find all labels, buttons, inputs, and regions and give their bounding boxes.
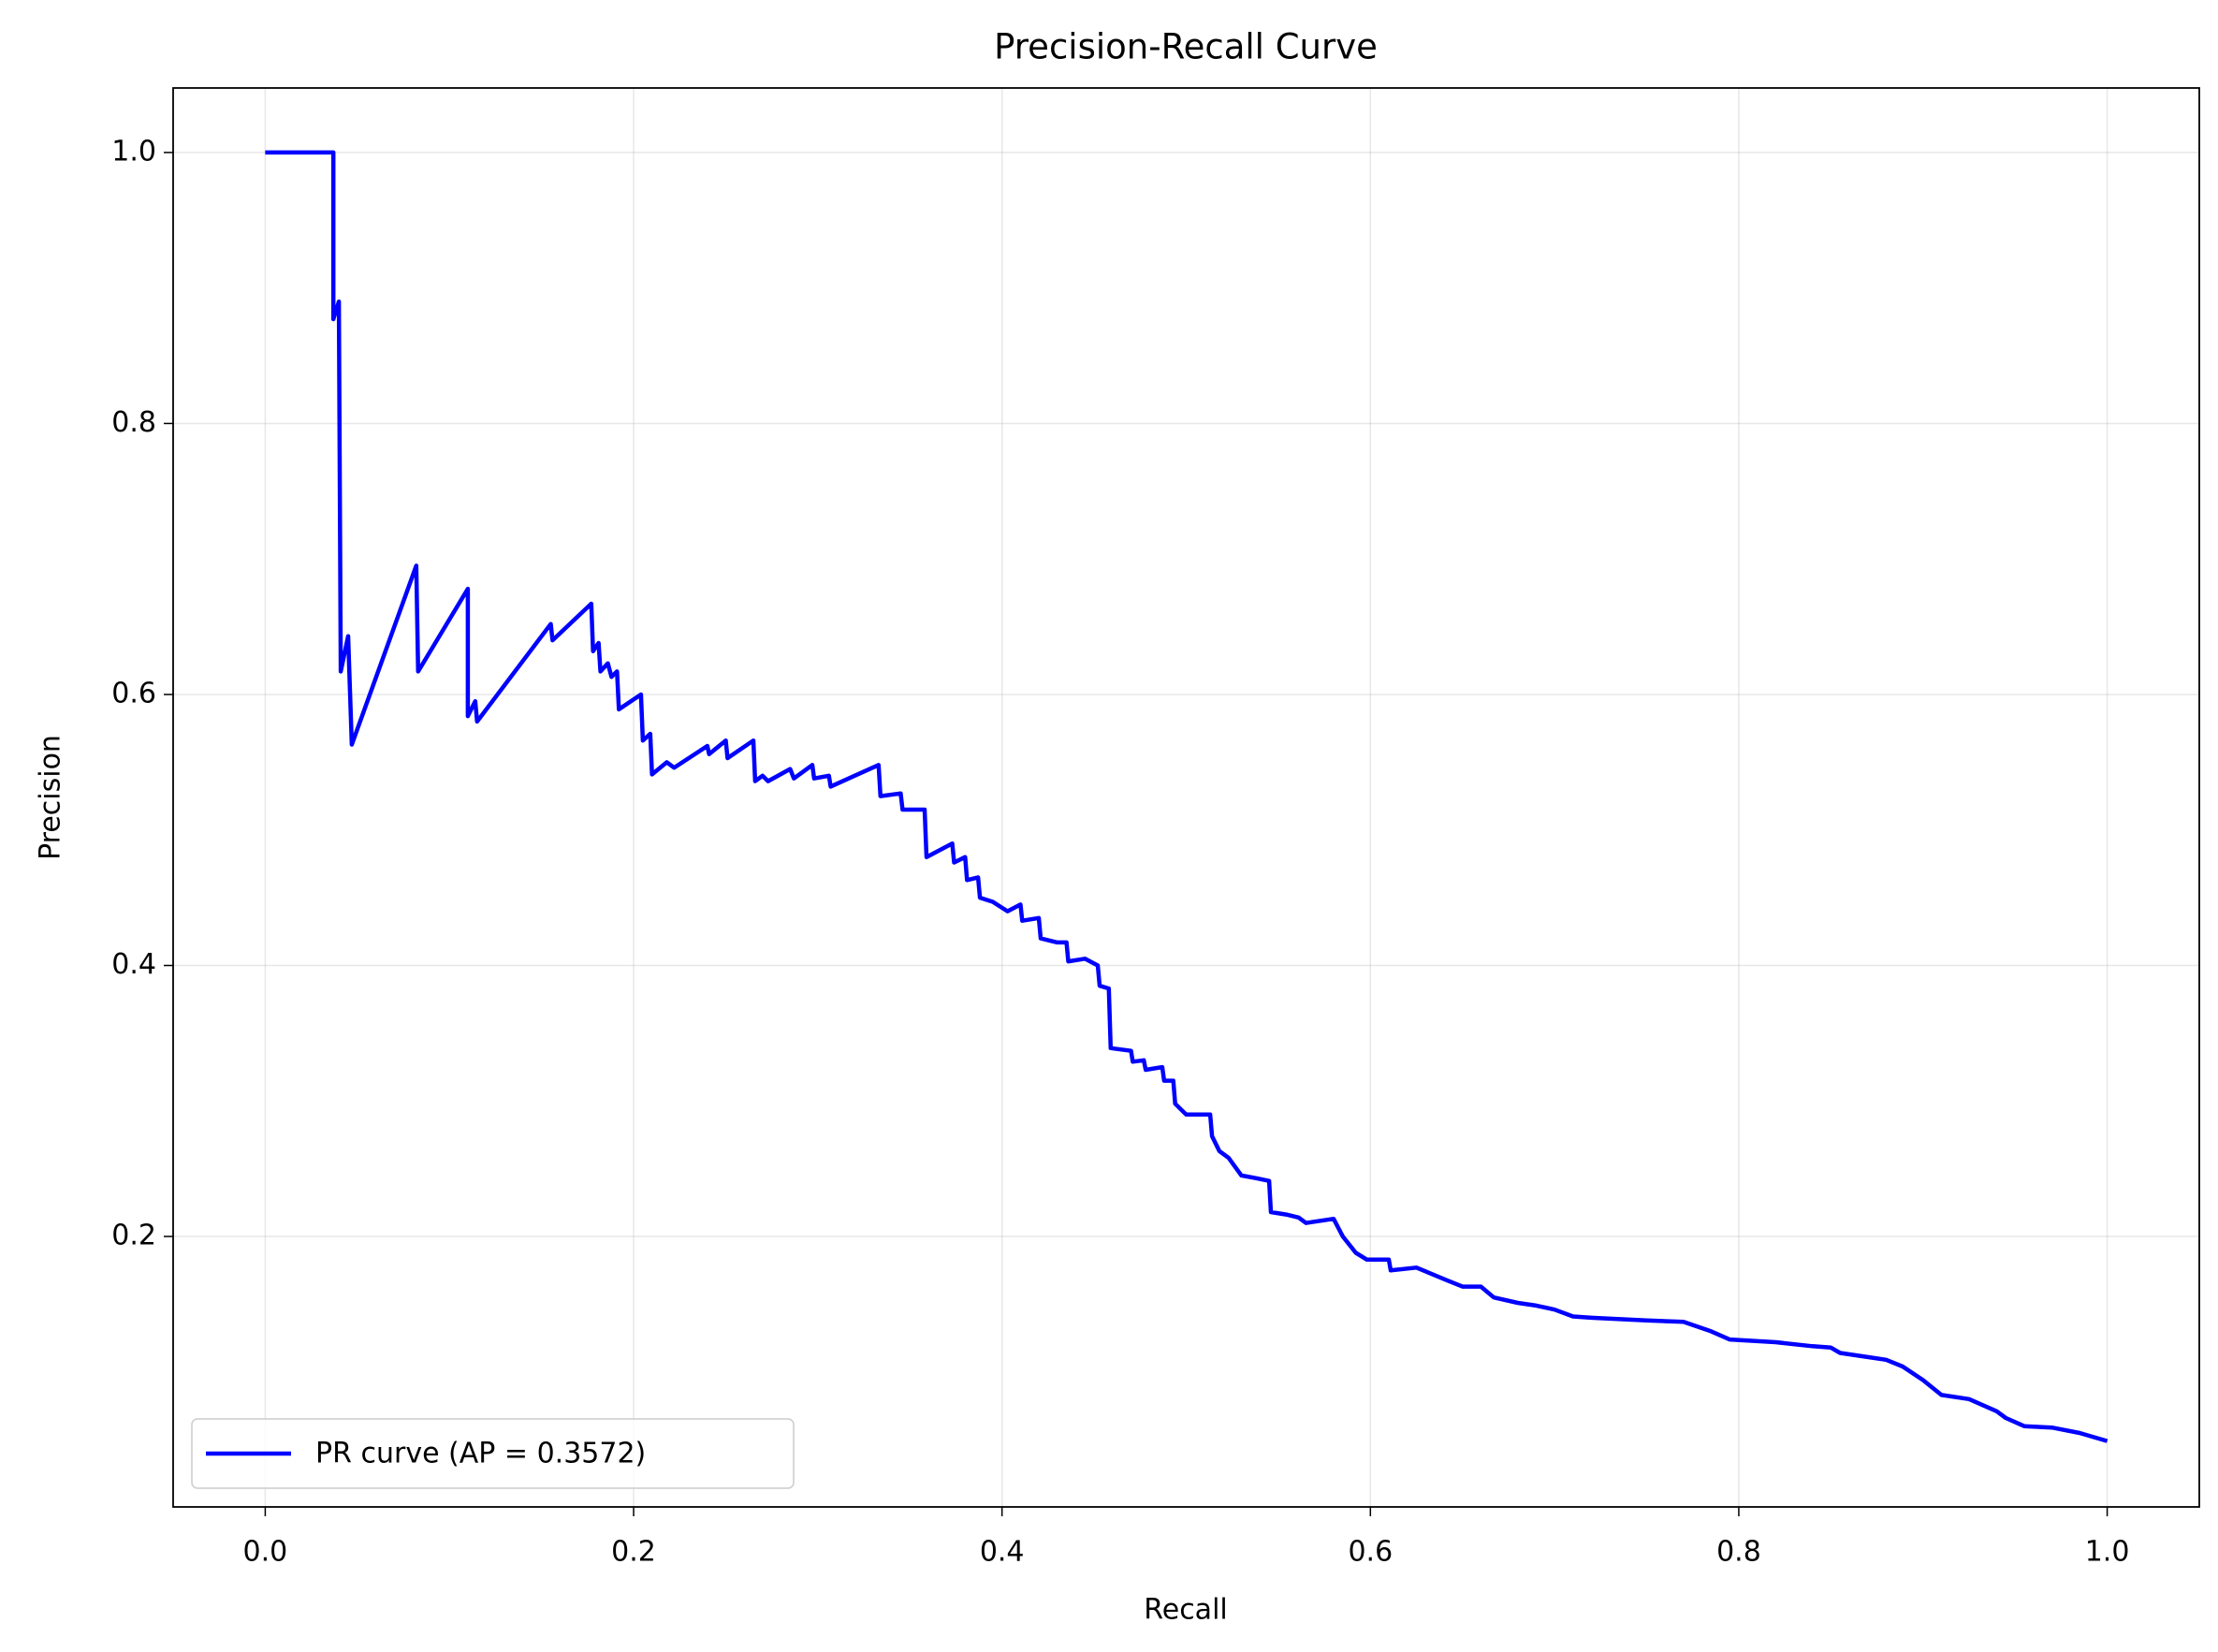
legend-box — [191, 1418, 795, 1489]
x-tick-label: 0.8 — [1716, 1536, 1761, 1569]
x-tick-label: 0.6 — [1348, 1536, 1393, 1569]
chart-title: Precision-Recall Curve — [994, 27, 1378, 67]
x-tick-label: 0.2 — [611, 1536, 656, 1569]
x-tick-label: 0.4 — [980, 1536, 1025, 1569]
legend-label: PR curve (AP = 0.3572) — [315, 1438, 646, 1470]
y-axis-label: Precision — [35, 735, 67, 860]
y-tick-label: 0.4 — [111, 948, 156, 981]
y-tick-label: 1.0 — [111, 135, 156, 168]
y-tick-label: 0.8 — [111, 406, 156, 439]
y-tick-label: 0.6 — [111, 677, 156, 709]
plot-frame — [172, 87, 2200, 1508]
pr-curve — [265, 150, 2109, 1443]
x-tick-label: 1.0 — [2085, 1536, 2130, 1569]
y-tick-label: 0.2 — [111, 1220, 156, 1252]
x-tick-label: 0.0 — [243, 1536, 288, 1569]
x-axis-label: Recall — [1144, 1594, 1228, 1627]
